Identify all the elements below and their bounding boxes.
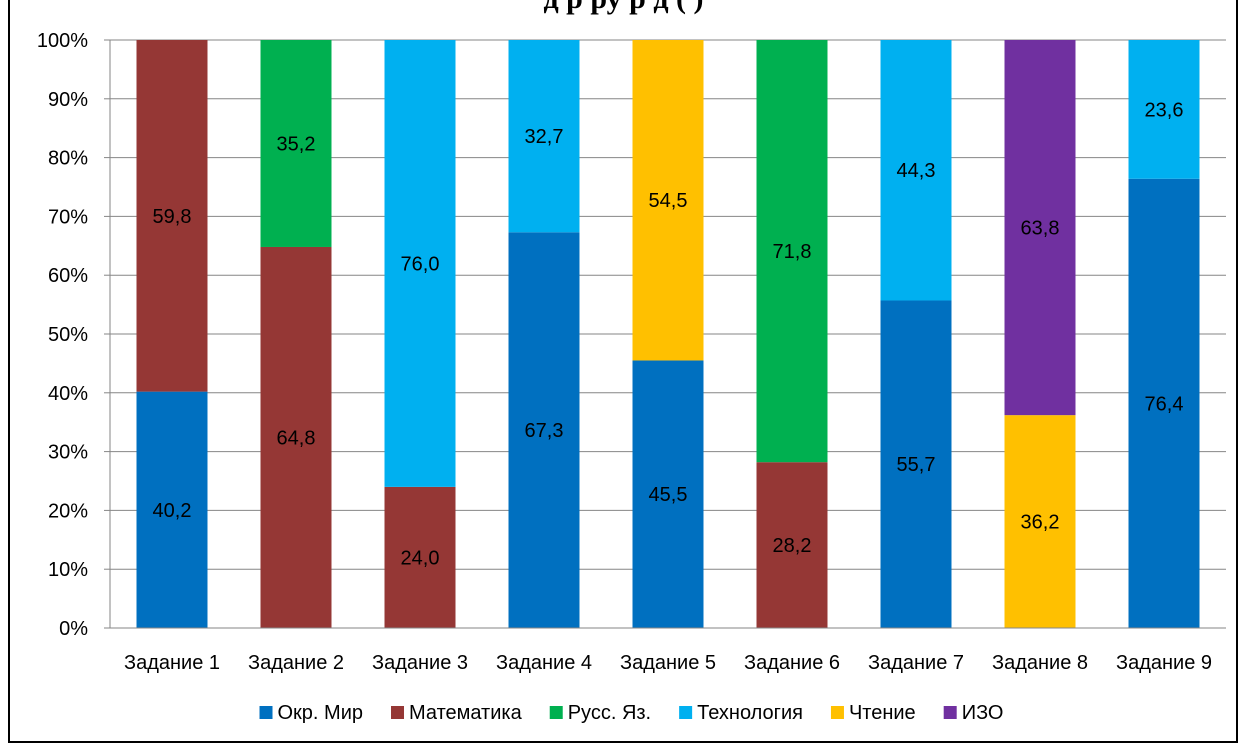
bar-segment (136, 391, 208, 628)
x-tick-label: Задание 8 (992, 652, 1088, 674)
bar-segment (1128, 40, 1200, 179)
bar-segment (880, 300, 952, 628)
data-label: 28,2 (773, 535, 812, 557)
y-tick-label: 70% (48, 206, 88, 228)
legend: Окр. Мир Математика Русс. Яз. Технология Чте… (259, 702, 1004, 724)
data-label: 35,2 (277, 133, 316, 155)
data-label: 71,8 (773, 241, 812, 263)
bar-segment (1004, 40, 1076, 416)
chart-title: д р ру р д ( ) (0, 0, 1247, 16)
data-label: 67,3 (525, 420, 564, 442)
data-label: 23,6 (1145, 99, 1184, 121)
axes: 0% 10% 20% 30% 40% 50% 60% 70% 80% 90% 100% Задание… (37, 30, 1226, 674)
legend-swatch (943, 706, 957, 719)
chart-frame (8, 0, 1238, 743)
legend-label: ИЗО (962, 702, 1004, 724)
x-tick-label: Задание 4 (496, 652, 592, 674)
data-labels: 40,2 59,8 64,8 35,2 24,0 76,0 67,3 32,7 45,5 54,5… (153, 99, 1184, 569)
bar-segment (136, 40, 208, 392)
bar-segment (384, 40, 456, 487)
data-label: 55,7 (897, 454, 936, 476)
data-label: 64,8 (277, 427, 316, 449)
bar-segment (508, 232, 580, 628)
legend-swatch (830, 706, 844, 719)
x-tick-label: Задание 2 (248, 652, 344, 674)
bar-segment (756, 462, 828, 628)
legend-swatch (391, 706, 405, 719)
data-label: 54,5 (649, 190, 688, 212)
y-tick-label: 30% (48, 442, 88, 464)
data-label: 45,5 (649, 484, 688, 506)
data-label: 44,3 (897, 160, 936, 182)
legend-swatch (259, 706, 273, 719)
y-tick-label: 100% (37, 30, 88, 52)
bars (136, 40, 1200, 628)
bar-segment (632, 360, 704, 628)
bar-segment (508, 40, 580, 233)
bar-segment (880, 40, 952, 301)
y-tick-label: 10% (48, 559, 88, 581)
y-tick-label: 60% (48, 265, 88, 287)
bar-segment (384, 486, 456, 628)
bar-segment (260, 40, 332, 247)
data-label: 63,8 (1021, 218, 1060, 240)
legend-label: Чтение (849, 702, 916, 724)
legend-label: Технология (697, 702, 803, 724)
y-tick-label: 80% (48, 148, 88, 170)
x-tick-label: Задание 3 (372, 652, 468, 674)
x-tick-label: Задание 5 (620, 652, 716, 674)
data-label: 76,0 (401, 253, 440, 275)
bar-segment (1004, 415, 1076, 628)
x-tick-label: Задание 7 (868, 652, 964, 674)
data-label: 32,7 (525, 126, 564, 148)
legend-swatch (679, 706, 693, 719)
data-label: 36,2 (1021, 512, 1060, 534)
data-label: 40,2 (153, 500, 192, 522)
y-tick-label: 0% (59, 618, 88, 640)
x-tick-label: Задание 6 (744, 652, 840, 674)
legend-label: Русс. Яз. (568, 702, 651, 724)
bar-segment (1128, 178, 1200, 628)
data-label: 76,4 (1145, 393, 1184, 415)
y-tick-label: 90% (48, 89, 88, 111)
bar-segment (260, 246, 332, 628)
x-tick-label: Задание 1 (124, 652, 220, 674)
y-tick-label: 50% (48, 324, 88, 346)
x-tick-label: Задание 9 (1116, 652, 1212, 674)
data-label: 24,0 (401, 547, 440, 569)
legend-label: Окр. Мир (278, 702, 364, 724)
bar-segment (756, 40, 828, 463)
legend-swatch (549, 706, 563, 719)
bar-segment (632, 40, 704, 361)
y-tick-label: 20% (48, 500, 88, 522)
y-tick-label: 40% (48, 383, 88, 405)
data-label: 59,8 (153, 206, 192, 228)
legend-label: Математика (409, 702, 523, 724)
